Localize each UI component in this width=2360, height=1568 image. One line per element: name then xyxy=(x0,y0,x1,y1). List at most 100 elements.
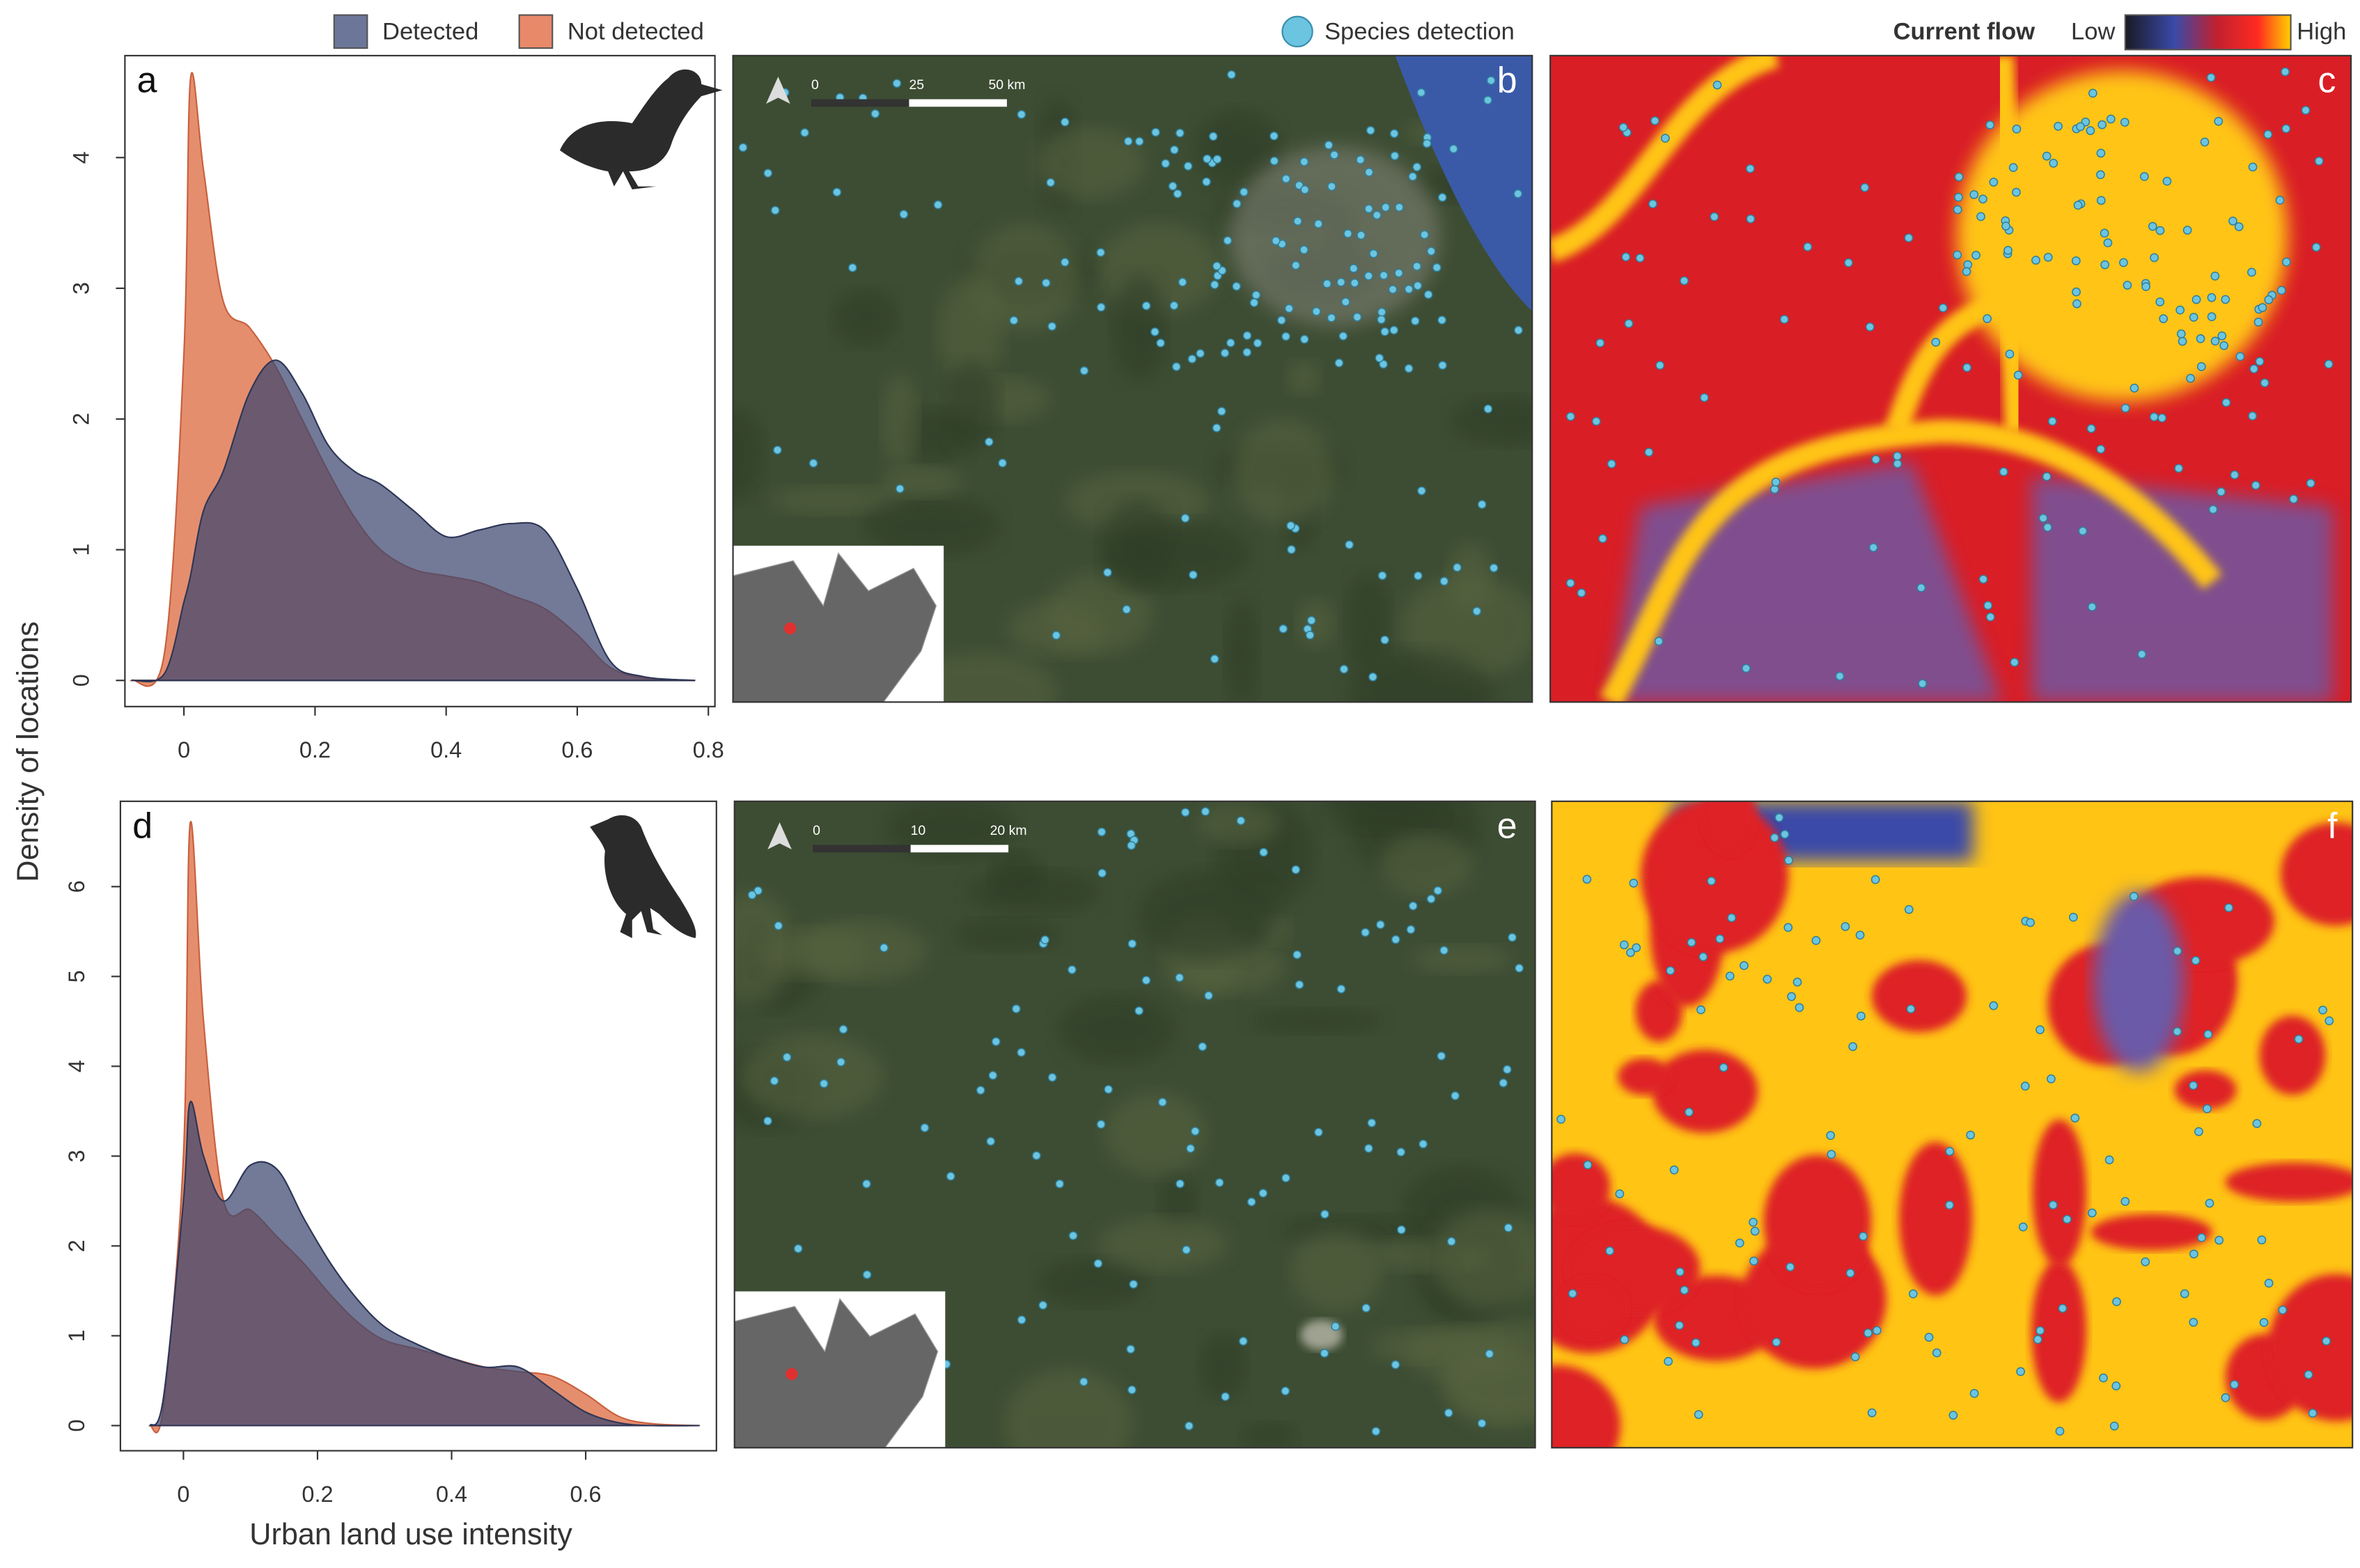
detection-point xyxy=(1281,174,1291,184)
detection-point xyxy=(1749,1256,1758,1266)
detection-point xyxy=(2247,267,2256,277)
detection-point xyxy=(2042,472,2052,481)
detection-point xyxy=(1356,155,1365,164)
detection-point xyxy=(1872,1326,1882,1335)
detection-point xyxy=(1417,486,1426,496)
detection-point xyxy=(2263,130,2273,139)
detection-point xyxy=(1654,636,1664,646)
detection-point xyxy=(1954,172,1964,182)
satellite-map: 0 25 50 km xyxy=(733,55,1533,703)
detection-point xyxy=(1660,134,1670,143)
detection-point xyxy=(2008,163,2018,173)
detection-point xyxy=(1680,1285,1689,1295)
detection-point xyxy=(1369,249,1378,258)
detection-point xyxy=(2324,1016,2334,1026)
colorbar-high: High xyxy=(2297,19,2346,45)
land-patch xyxy=(1430,1209,1535,1308)
detection-point xyxy=(1408,172,1418,181)
detection-point xyxy=(1404,363,1414,373)
detection-point xyxy=(1055,1179,1065,1189)
detection-point xyxy=(1097,827,1107,837)
detection-point xyxy=(1202,177,1211,187)
detection-point xyxy=(1180,513,1190,523)
land-patch xyxy=(1139,870,1276,961)
detection-point xyxy=(1150,327,1159,336)
density-area xyxy=(131,359,696,683)
detection-point xyxy=(1014,276,1024,286)
low-flow xyxy=(2225,1162,2353,1202)
detection-point xyxy=(1489,563,1499,573)
detection-point xyxy=(2120,118,2130,127)
low-flow xyxy=(1703,801,1756,854)
land-patch xyxy=(768,486,907,515)
detection-point xyxy=(1626,948,1635,957)
detection-point xyxy=(1305,630,1315,640)
detection-point xyxy=(2130,384,2139,393)
detection-point xyxy=(1868,542,1878,552)
detection-point xyxy=(1320,1349,1329,1358)
inset-land xyxy=(733,552,937,703)
detection-point xyxy=(2109,1421,2119,1431)
legend-swatch xyxy=(1281,15,1313,48)
detection-point xyxy=(2100,228,2109,238)
detection-point xyxy=(1624,319,1634,329)
detection-point xyxy=(1983,601,1993,610)
detection-point xyxy=(1700,393,1709,402)
detection-point xyxy=(2047,416,2057,426)
detection-point xyxy=(1931,338,1941,347)
detection-point xyxy=(2255,356,2265,366)
detection-point xyxy=(1249,298,1259,308)
detection-point xyxy=(1238,1336,1248,1346)
detection-point xyxy=(1412,162,1422,172)
low-flow xyxy=(1618,1058,1671,1095)
y-tick-label: 6 xyxy=(64,880,89,893)
detection-point xyxy=(2306,478,2315,488)
x-tick-label: 0.8 xyxy=(693,737,724,762)
detection-point xyxy=(2264,1278,2274,1288)
detection-point xyxy=(1190,1127,1200,1136)
detection-point xyxy=(2251,480,2260,490)
detection-point xyxy=(1068,1231,1078,1241)
detection-point xyxy=(1948,1411,1958,1420)
legend-swatch xyxy=(333,14,368,49)
land-patch xyxy=(1226,599,1258,703)
detection-point xyxy=(1985,120,1995,130)
detection-point xyxy=(1439,577,1449,586)
scale-label: 50 km xyxy=(988,77,1025,93)
detection-point xyxy=(1366,125,1375,135)
detection-point xyxy=(1953,250,1962,260)
detection-point xyxy=(1376,920,1385,930)
detection-point xyxy=(2054,121,2063,131)
detection-point xyxy=(1841,922,1850,932)
land-patch xyxy=(882,373,919,468)
detection-point xyxy=(1999,467,2008,476)
detection-point xyxy=(2221,1393,2230,1402)
x-tick-label: 0.2 xyxy=(302,1482,333,1507)
detection-point xyxy=(1339,664,1349,674)
detection-point xyxy=(1499,1078,1508,1088)
detection-point xyxy=(1183,162,1193,171)
scale-bar xyxy=(813,845,911,853)
detection-point xyxy=(1161,159,1171,168)
land-patch xyxy=(1098,1217,1228,1271)
low-flow xyxy=(1641,801,1789,953)
detection-point xyxy=(1620,1335,1630,1344)
low-flow xyxy=(1763,1154,1872,1289)
detection-point xyxy=(1364,167,1374,177)
detection-point xyxy=(2010,657,2019,667)
land-patch xyxy=(1008,601,1106,657)
detection-point xyxy=(1141,301,1151,311)
detection-point xyxy=(2048,1200,2058,1209)
north-arrow xyxy=(766,77,790,104)
detection-point xyxy=(1212,423,1221,432)
detection-point xyxy=(2120,1197,2130,1206)
detection-point xyxy=(1707,876,1716,886)
detection-point xyxy=(2197,1233,2206,1242)
detection-point xyxy=(1134,136,1144,146)
silhouette xyxy=(590,815,696,939)
detection-point xyxy=(2259,1318,2269,1327)
detection-point xyxy=(1389,325,1399,335)
detection-point xyxy=(920,1123,930,1133)
detection-point xyxy=(1969,190,1979,199)
